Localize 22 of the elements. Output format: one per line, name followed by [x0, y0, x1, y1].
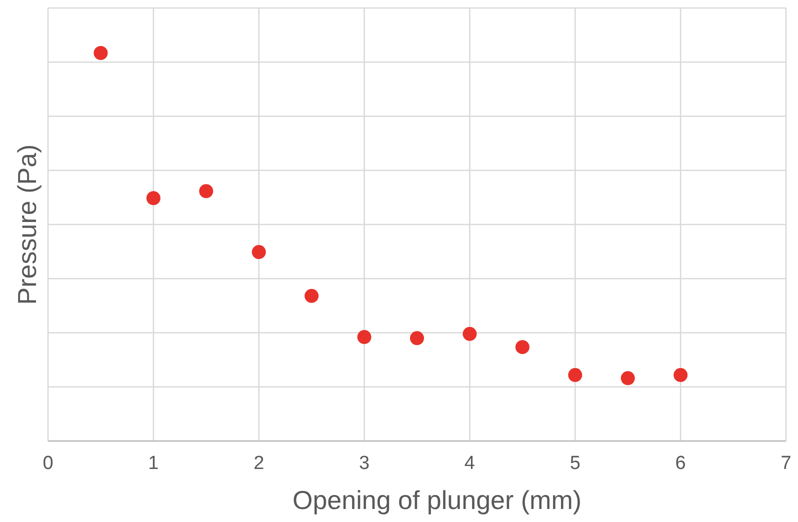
- point: [410, 331, 424, 346]
- x-tick-label: 0: [42, 453, 54, 474]
- x-tick-label: 2: [254, 453, 264, 474]
- point: [304, 288, 319, 303]
- point: [252, 245, 266, 260]
- x-tick-label: 1: [148, 453, 159, 474]
- point: [620, 371, 635, 386]
- x-tick-label: 6: [675, 453, 686, 474]
- y-axis-title: Pressure (Pa): [12, 144, 42, 305]
- point: [462, 326, 477, 341]
- point: [146, 191, 160, 206]
- point: [94, 46, 108, 60]
- point: [674, 368, 688, 382]
- x-axis-title: Opening of plunger (mm): [292, 485, 582, 515]
- x-tick-label: 5: [570, 453, 580, 474]
- x-tick-label: 7: [780, 453, 792, 474]
- point: [357, 330, 372, 344]
- point: [515, 340, 530, 354]
- point: [568, 368, 582, 382]
- x-tick-label: 4: [464, 453, 476, 474]
- point: [199, 184, 214, 198]
- x-tick-label: 3: [358, 453, 370, 474]
